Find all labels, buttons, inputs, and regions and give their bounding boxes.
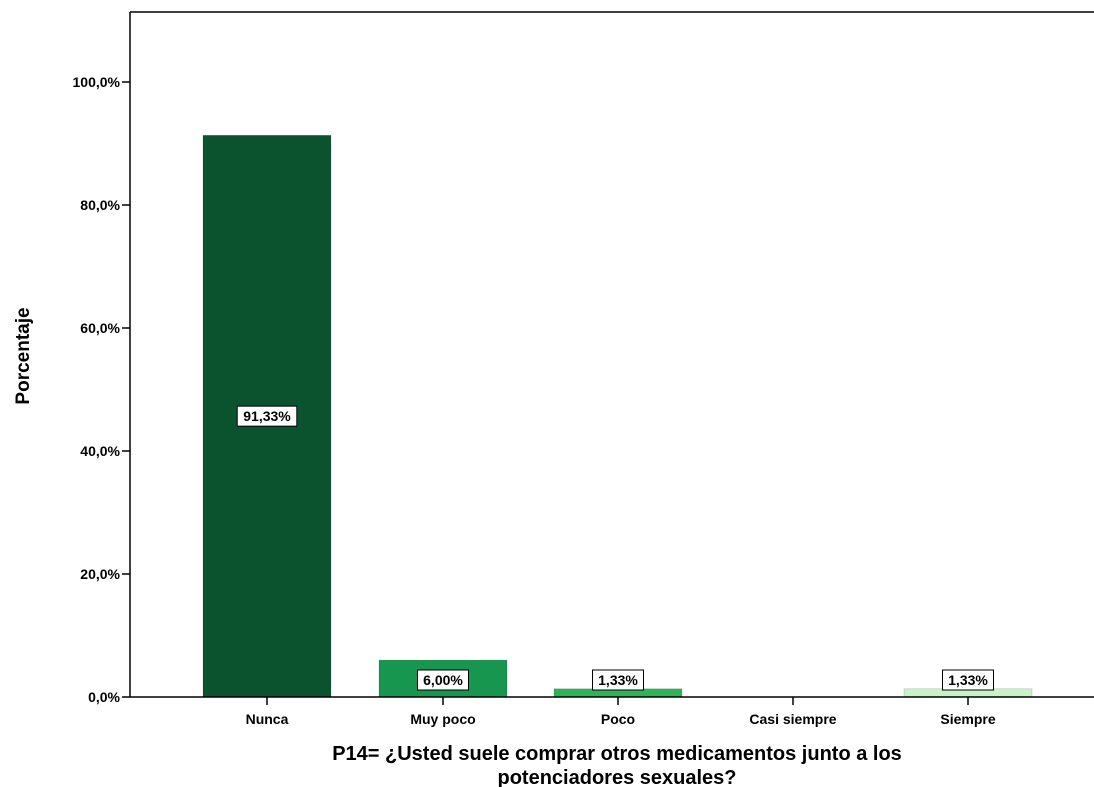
y-tick-label: 0,0% (88, 689, 120, 705)
x-tick-label: Nunca (246, 711, 289, 727)
y-axis-title: Porcentaje (13, 307, 34, 404)
x-ticks-group: Nunca Muy poco Poco Casi siempre Siempre (246, 697, 996, 727)
data-label: 1,33% (598, 672, 638, 688)
x-tick-label: Siempre (940, 711, 995, 727)
x-tick-label: Casi siempre (749, 711, 836, 727)
data-label: 1,33% (948, 672, 988, 688)
bars-group (202, 135, 1033, 698)
y-ticks-group: 0,0% 20,0% 40,0% 60,0% 80,0% 100,0% (73, 74, 130, 705)
y-tick-label: 100,0% (73, 74, 121, 90)
x-tick-label: Muy poco (410, 711, 475, 727)
data-labels-group: 91,33% 6,00% 1,33% 1,33% (236, 405, 994, 691)
y-tick-label: 40,0% (80, 443, 120, 459)
y-tick-label: 60,0% (80, 320, 120, 336)
x-axis-title-line-1: P14= ¿Usted suele comprar otros medicame… (332, 743, 902, 765)
y-tick-label: 80,0% (80, 197, 120, 213)
data-label: 6,00% (423, 672, 463, 688)
data-label-box (942, 669, 994, 691)
data-label: 91,33% (243, 408, 291, 424)
x-tick-label: Poco (601, 711, 635, 727)
data-label-box (417, 669, 469, 691)
y-tick-label: 20,0% (80, 566, 120, 582)
data-label-box (236, 405, 298, 427)
x-axis-title-line-2: potenciadores sexuales? (498, 767, 737, 787)
axes-group (129, 11, 1094, 698)
data-label-box (592, 669, 644, 691)
